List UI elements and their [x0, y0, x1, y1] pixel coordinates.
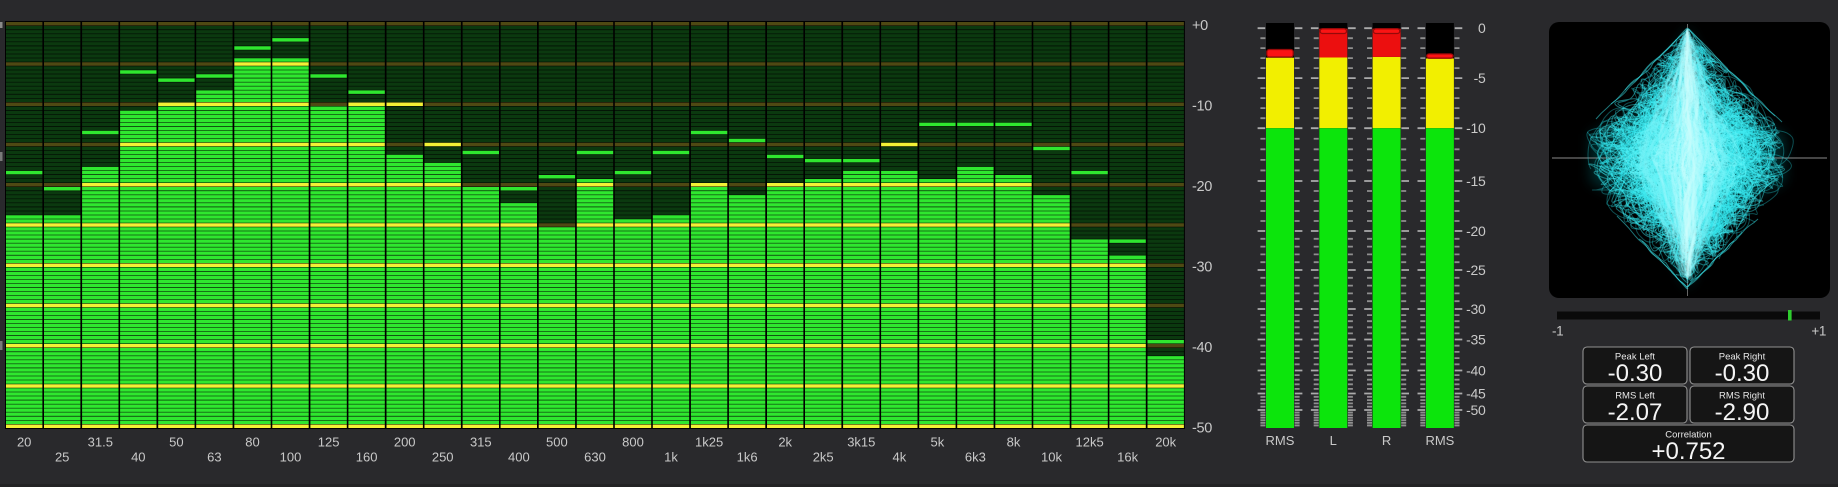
svg-text:R: R: [1382, 433, 1391, 448]
svg-text:1k6: 1k6: [737, 450, 758, 465]
svg-text:20k: 20k: [1155, 435, 1176, 450]
svg-text:-40: -40: [1466, 363, 1486, 379]
svg-text:-2.07: -2.07: [1608, 399, 1663, 426]
svg-text:RMS: RMS: [1425, 433, 1454, 448]
svg-text:-0.30: -0.30: [1608, 360, 1663, 387]
svg-text:1k: 1k: [664, 450, 678, 465]
svg-text:800: 800: [622, 435, 644, 450]
svg-text:125: 125: [318, 435, 340, 450]
svg-text:RMS: RMS: [1266, 433, 1295, 448]
svg-text:100: 100: [280, 450, 302, 465]
svg-text:-50: -50: [1192, 420, 1212, 436]
svg-text:63: 63: [207, 450, 221, 465]
svg-text:50: 50: [169, 435, 183, 450]
svg-text:+0.752: +0.752: [1651, 438, 1725, 465]
svg-text:160: 160: [356, 450, 378, 465]
svg-text:-25: -25: [1466, 262, 1486, 278]
svg-text:Correlation: Correlation: [1665, 430, 1711, 441]
svg-text:-40: -40: [1192, 340, 1212, 356]
svg-text:2k5: 2k5: [813, 450, 834, 465]
svg-text:Peak Left: Peak Left: [1615, 352, 1655, 363]
svg-text:RMS Left: RMS Left: [1615, 391, 1655, 402]
svg-text:RMS Right: RMS Right: [1719, 391, 1765, 402]
svg-text:250: 250: [432, 450, 454, 465]
svg-text:-15: -15: [1466, 173, 1486, 189]
svg-text:+0: +0: [1192, 18, 1208, 34]
svg-text:0: 0: [1478, 20, 1486, 36]
svg-text:2k: 2k: [778, 435, 792, 450]
svg-text:16k: 16k: [1117, 450, 1138, 465]
svg-text:-20: -20: [1192, 179, 1212, 195]
svg-text:-5: -5: [1474, 70, 1486, 86]
svg-text:-35: -35: [1466, 332, 1486, 348]
svg-text:-10: -10: [1466, 120, 1486, 136]
svg-text:400: 400: [508, 450, 530, 465]
svg-text:-30: -30: [1466, 301, 1486, 317]
svg-text:5k: 5k: [931, 435, 945, 450]
svg-text:-1: -1: [1552, 324, 1563, 339]
svg-text:80: 80: [245, 435, 259, 450]
svg-text:315: 315: [470, 435, 492, 450]
svg-text:3k15: 3k15: [847, 435, 875, 450]
svg-text:1k25: 1k25: [695, 435, 723, 450]
svg-text:4k: 4k: [893, 450, 907, 465]
svg-text:500: 500: [546, 435, 568, 450]
svg-text:-50: -50: [1466, 402, 1486, 418]
svg-text:40: 40: [131, 450, 145, 465]
svg-text:Peak Right: Peak Right: [1719, 352, 1766, 363]
svg-text:L: L: [1330, 433, 1337, 448]
svg-text:200: 200: [394, 435, 416, 450]
svg-text:31.5: 31.5: [88, 435, 113, 450]
svg-text:20: 20: [17, 435, 31, 450]
svg-text:10k: 10k: [1041, 450, 1062, 465]
svg-text:-45: -45: [1466, 386, 1486, 402]
svg-text:6k3: 6k3: [965, 450, 986, 465]
svg-text:-20: -20: [1466, 223, 1486, 239]
svg-text:8k: 8k: [1007, 435, 1021, 450]
svg-text:+1: +1: [1811, 324, 1826, 339]
svg-text:630: 630: [584, 450, 606, 465]
svg-text:12k5: 12k5: [1075, 435, 1103, 450]
svg-text:-0.30: -0.30: [1715, 360, 1770, 387]
svg-text:25: 25: [55, 450, 69, 465]
svg-text:-10: -10: [1192, 98, 1212, 114]
svg-text:-2.90: -2.90: [1715, 399, 1770, 426]
svg-text:-30: -30: [1192, 259, 1212, 275]
